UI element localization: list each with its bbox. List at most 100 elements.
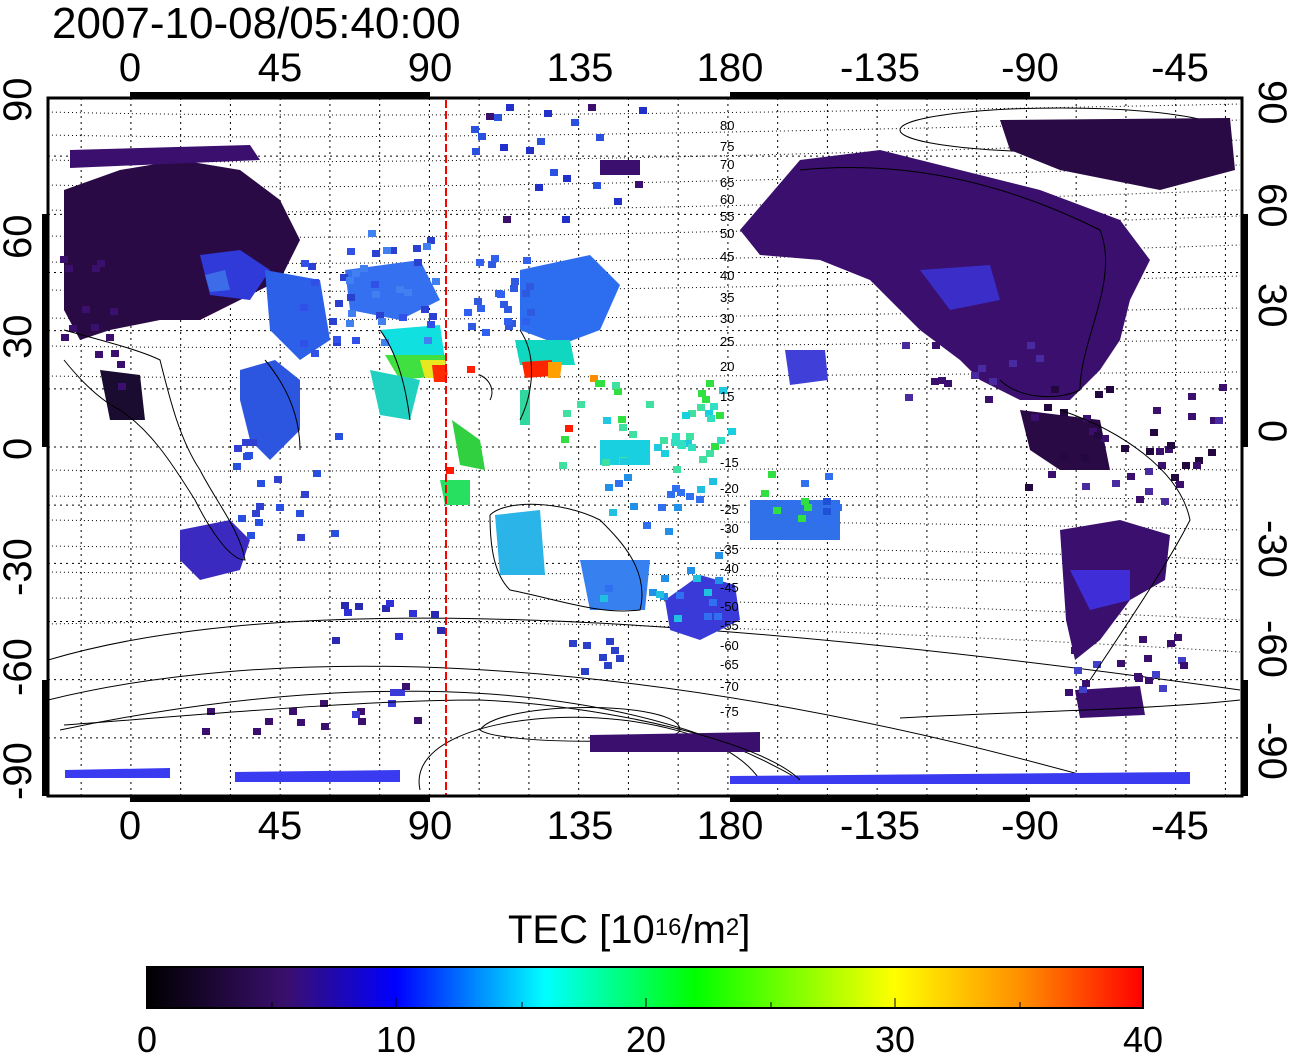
tec-patch-south-africa bbox=[180, 520, 250, 580]
tec-pixel bbox=[360, 265, 368, 272]
tec-pixel-high bbox=[446, 467, 454, 474]
bottom-tick: 0 bbox=[118, 804, 142, 848]
bottom-tick: 45 bbox=[257, 804, 303, 848]
tec-pixel bbox=[500, 301, 508, 308]
tec-pixel bbox=[242, 439, 250, 446]
tec-pixel bbox=[346, 277, 354, 284]
tec-pixel bbox=[352, 711, 360, 718]
contour-line bbox=[479, 707, 681, 742]
tec-pixel bbox=[371, 281, 379, 288]
tec-pixel bbox=[619, 424, 627, 431]
tec-pixel bbox=[399, 314, 407, 321]
tec-pixel bbox=[117, 361, 125, 368]
tec-pixel bbox=[333, 336, 341, 343]
tec-pixel bbox=[243, 453, 251, 460]
tec-pixel bbox=[602, 459, 610, 466]
tec-pixel bbox=[1165, 446, 1173, 453]
tec-pixel bbox=[1178, 657, 1186, 664]
tec-pixel bbox=[583, 642, 591, 649]
tec-pixel bbox=[1083, 415, 1091, 422]
top-tick: -90 bbox=[1001, 46, 1059, 90]
tec-pixel bbox=[276, 504, 284, 511]
bottom-tick: 135 bbox=[546, 804, 614, 848]
tec-patch-hawaii bbox=[785, 350, 828, 385]
tec-pixel bbox=[537, 138, 545, 145]
tec-pixel bbox=[550, 169, 558, 176]
tec-patch-greenland bbox=[1000, 118, 1235, 190]
contour-label: -15 bbox=[720, 455, 739, 470]
tec-data-patches bbox=[64, 118, 1235, 784]
tec-pixel bbox=[719, 387, 727, 394]
tec-pixel bbox=[978, 365, 986, 372]
tec-pixel bbox=[603, 417, 611, 424]
tec-pixel bbox=[615, 480, 623, 487]
coastline bbox=[379, 329, 411, 421]
tec-pixel bbox=[660, 437, 668, 444]
tec-pixel bbox=[785, 500, 793, 507]
contour-line bbox=[48, 597, 1241, 621]
tec-patch-w-australia bbox=[495, 510, 545, 575]
tec-pixel bbox=[1145, 488, 1153, 495]
tec-pixel bbox=[526, 147, 534, 154]
tec-pixel bbox=[414, 717, 422, 724]
tec-pixel bbox=[671, 439, 679, 446]
tec-pixel bbox=[389, 247, 397, 254]
tec-pixel bbox=[902, 342, 910, 349]
tec-pixel bbox=[82, 306, 90, 313]
tec-pixel bbox=[1153, 407, 1161, 414]
tec-pixel bbox=[1158, 462, 1166, 469]
contour-line bbox=[48, 665, 1101, 781]
tec-pixel bbox=[686, 493, 694, 500]
coastline bbox=[519, 329, 533, 421]
tec-pixel bbox=[612, 382, 620, 389]
tec-pixel bbox=[588, 104, 596, 111]
tec-patch-east-asia bbox=[520, 255, 620, 345]
tec-pixel bbox=[358, 718, 366, 725]
tec-pixel bbox=[413, 245, 421, 252]
tec-pixel bbox=[437, 627, 445, 634]
tec-pixel bbox=[1060, 409, 1068, 416]
tec-pixel bbox=[352, 270, 360, 277]
tec-pixel bbox=[1188, 413, 1196, 420]
tec-pixel bbox=[477, 305, 485, 312]
contour-label: -45 bbox=[720, 580, 739, 595]
tec-pixel bbox=[707, 415, 715, 422]
tec-pixel bbox=[478, 133, 486, 140]
tec-pixel bbox=[388, 700, 396, 707]
colorbar-tick: 10 bbox=[375, 1019, 417, 1060]
tec-pixel bbox=[395, 633, 403, 640]
tec-pixel bbox=[313, 470, 321, 477]
tec-pixel bbox=[614, 388, 622, 395]
contour-line bbox=[48, 119, 1241, 138]
tec-pixel bbox=[1009, 360, 1017, 367]
tec-pixel bbox=[111, 350, 119, 357]
tec-pixel bbox=[571, 119, 579, 126]
tec-pixel bbox=[256, 503, 264, 510]
tec-patch-central-asia bbox=[345, 260, 440, 320]
tec-pixel bbox=[60, 256, 68, 263]
tec-pixel bbox=[331, 530, 339, 537]
tec-pixel bbox=[409, 610, 417, 617]
tec-pixel bbox=[604, 662, 612, 669]
tec-pixel bbox=[386, 600, 394, 607]
tec-pixel bbox=[491, 255, 499, 262]
tec-pixel bbox=[674, 615, 682, 622]
tec-pixel bbox=[686, 433, 694, 440]
tec-pixel bbox=[593, 182, 601, 189]
contour-label: -70 bbox=[720, 679, 739, 694]
tec-pixel bbox=[402, 683, 410, 690]
coastline bbox=[799, 167, 1107, 398]
contour-label: 30 bbox=[720, 311, 734, 326]
contour-label: 70 bbox=[720, 157, 734, 172]
tec-pixel bbox=[372, 291, 380, 298]
tec-pixel bbox=[523, 257, 531, 264]
tec-pixel bbox=[696, 496, 704, 503]
tec-pixel bbox=[1152, 671, 1160, 678]
tec-pixel bbox=[682, 412, 690, 419]
top-tick: 135 bbox=[546, 46, 614, 90]
tec-pixel bbox=[472, 148, 480, 155]
tec-pixel bbox=[376, 312, 384, 319]
tec-pixel bbox=[544, 110, 552, 117]
tec-patch-na-blue bbox=[920, 265, 1000, 310]
tec-pixel bbox=[476, 259, 484, 266]
